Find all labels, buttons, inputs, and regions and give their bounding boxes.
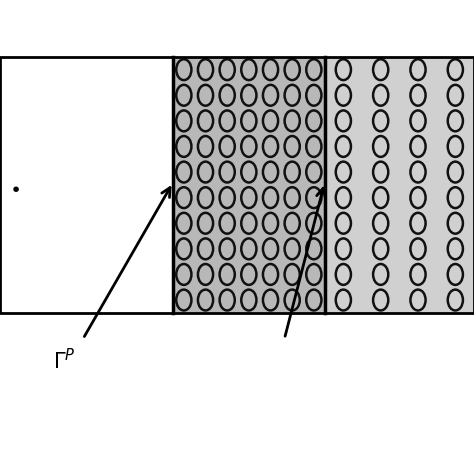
Bar [0, 57, 173, 313]
Bar [0, 57, 474, 313]
Bar [325, 57, 474, 313]
Text: $\bullet$: $\bullet$ [9, 178, 19, 197]
Bar [173, 57, 325, 313]
Text: $\mathit{\Gamma}^{P}$: $\mathit{\Gamma}^{P}$ [53, 347, 75, 373]
